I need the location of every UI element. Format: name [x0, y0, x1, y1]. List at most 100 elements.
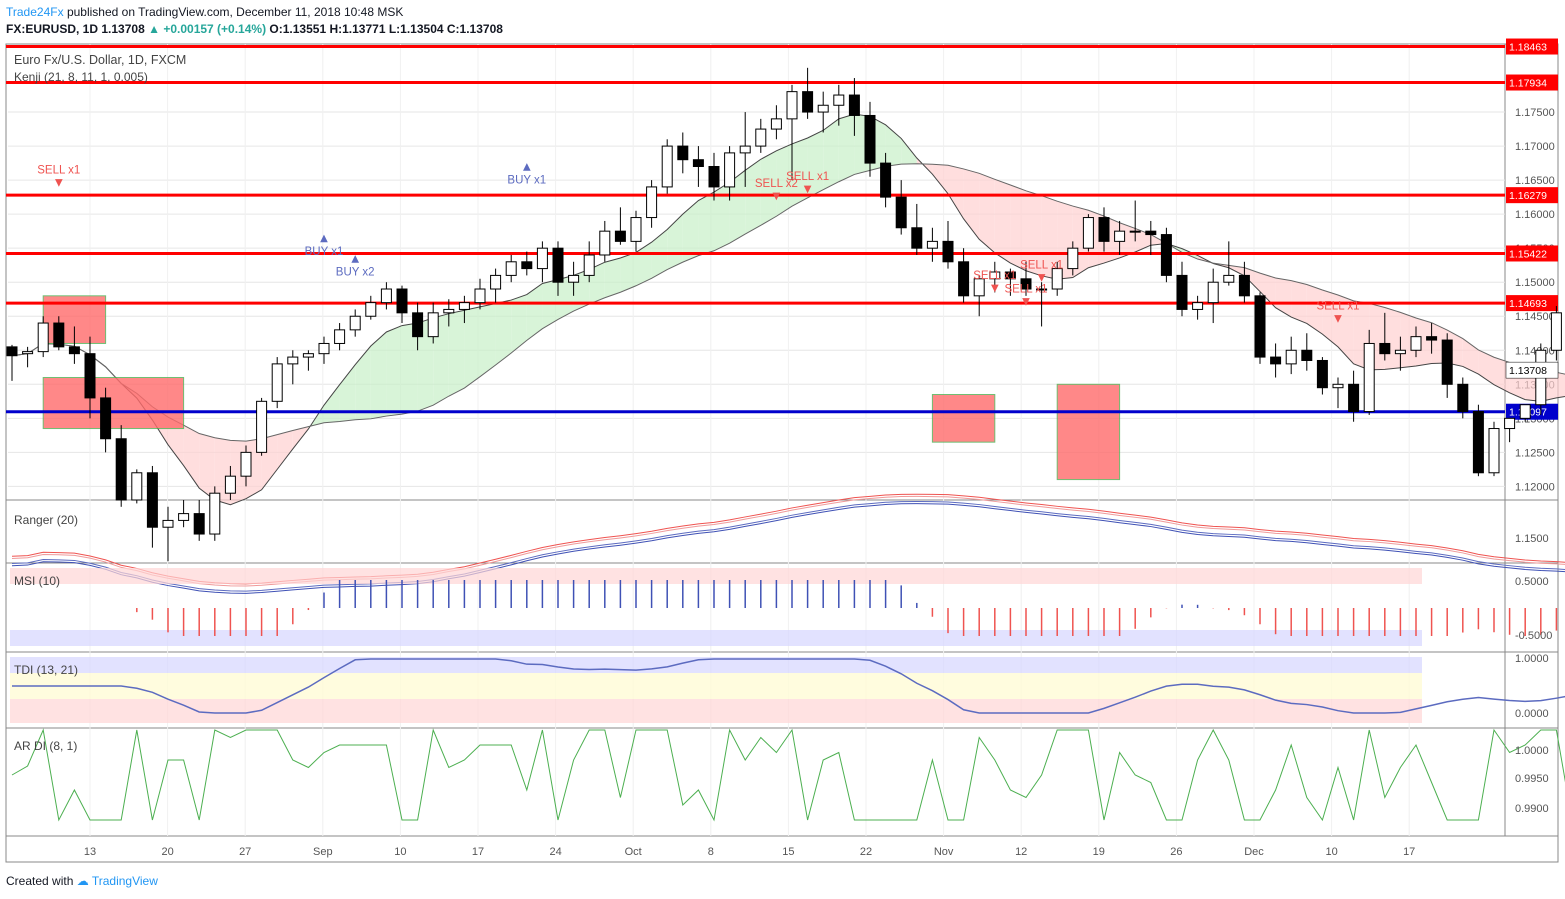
ohlc-values: O:1.13551 H:1.13771 L:1.13504 C:1.13708 [269, 22, 503, 36]
chart-title: Euro Fx/U.S. Dollar, 1D, FXCM [14, 53, 186, 67]
ardi-pane-label: AR DI (8, 1) [14, 739, 77, 753]
sell-arrow-icon: ▼ [991, 283, 999, 294]
candle-body [724, 152, 736, 188]
time-tick-label: Sep [313, 846, 333, 858]
ardi-line [11, 728, 1565, 822]
candle-body [1550, 312, 1562, 351]
kenji-cloud-segment [1416, 318, 1432, 367]
signal-annotation-label: BUY x1 [305, 246, 344, 258]
last-price-label: 1.13708 [1509, 365, 1547, 377]
sell-arrow-icon: ▼ [1038, 273, 1046, 284]
signal-zone-box [1056, 383, 1121, 481]
tdi-line [12, 658, 1565, 714]
time-tick-label: 10 [1325, 846, 1337, 858]
msi-tick-label: 0.5000 [1515, 576, 1549, 588]
ardi-tick-label: 1.0000 [1515, 745, 1549, 757]
candle-body [37, 322, 49, 353]
candle-body [380, 288, 392, 304]
candle-body [505, 261, 517, 276]
candle-body [1051, 268, 1063, 290]
candle-body [895, 196, 907, 229]
candle-body [302, 353, 314, 358]
level-label-box [1506, 187, 1558, 204]
ardi-tick-label: 0.9950 [1515, 773, 1549, 785]
candle-body [630, 217, 642, 242]
time-tick-label: 22 [860, 846, 872, 858]
price-tick-label: 1.17500 [1515, 107, 1555, 119]
candle-body [1394, 349, 1406, 355]
time-tick-label: 20 [161, 846, 173, 858]
msi-lower-band [10, 630, 1422, 646]
price-tick-label: 1.17000 [1515, 141, 1555, 153]
candle-body [271, 363, 283, 402]
level-label-box [1506, 403, 1558, 420]
candle-body [926, 240, 938, 249]
publisher-name[interactable]: Trade24Fx [6, 5, 64, 19]
kenji-cloud-segment [1556, 372, 1565, 398]
candle-body [1254, 295, 1266, 358]
time-tick-label: 13 [84, 846, 96, 858]
candle-body [583, 254, 595, 276]
candle-body [349, 315, 361, 331]
price-tick-label: 1.12500 [1515, 447, 1555, 459]
candle-body [911, 227, 923, 249]
candle-body [646, 186, 658, 219]
candle-body [989, 271, 1001, 280]
level-label-box [1506, 295, 1558, 312]
kenji-cloud-segment [963, 168, 980, 240]
kenji-cloud-segment [1478, 349, 1494, 385]
candle-body [770, 118, 782, 130]
level-label: 1.17934 [1509, 78, 1547, 90]
kenji-cloud-segment [792, 138, 808, 207]
candle-body [287, 356, 299, 365]
last-price-label-box [1505, 361, 1559, 379]
candle-body [84, 353, 96, 399]
candle-body [1363, 342, 1375, 413]
candle-body [100, 397, 112, 440]
candle-body [22, 351, 34, 355]
candle-body [474, 288, 486, 304]
signal-annotation-label: SELL x1 [786, 171, 829, 183]
symbol-label: FX:EURUSD, 1D [6, 22, 99, 36]
kenji-cloud-segment [1275, 277, 1292, 318]
signal-annotation-label: SELL x1 [973, 270, 1016, 282]
candle-body [1160, 234, 1172, 276]
price-change: +0.00157 (+0.14%) [163, 22, 267, 36]
candle-body [1129, 230, 1141, 233]
candle-body [1145, 230, 1157, 236]
signal-annotation-label: SELL x1 [1004, 283, 1047, 295]
signal-annotation-label: SELL x1 [1020, 260, 1063, 272]
candle-body [256, 400, 268, 453]
tdi-mid-band [10, 673, 1422, 699]
kenji-cloud-segment [1228, 265, 1245, 276]
signal-annotation-label: SELL x2 [755, 178, 798, 190]
kenji-cloud-segment [994, 179, 1011, 264]
tradingview-brand[interactable]: TradingView [91, 874, 158, 888]
price-tick-label: 1.14000 [1515, 345, 1555, 357]
kenji-cloud-segment [448, 310, 465, 397]
candle-body [786, 91, 798, 120]
candle-body [1488, 428, 1500, 474]
candle-body [880, 162, 892, 198]
candle-body [677, 145, 689, 161]
kenji-cloud-segment [1494, 357, 1510, 393]
candle-body [209, 492, 221, 535]
price-tick-label: 1.14500 [1515, 311, 1555, 323]
candle-body [1316, 359, 1328, 389]
kenji-cloud-segment [402, 323, 418, 415]
candle-body [6, 346, 18, 357]
kenji-cloud-segment [838, 114, 855, 182]
signal-annotation-label: SELL x1 [1316, 300, 1359, 312]
candle-body [412, 312, 424, 338]
ranger-tick-label: 1.1500 [1515, 533, 1549, 545]
candle-body [1332, 383, 1344, 389]
kenji-cloud-segment [277, 430, 293, 470]
price-tick-label: 1.16000 [1515, 209, 1555, 221]
time-tick-label: 26 [1170, 846, 1182, 858]
candle-body [490, 274, 502, 290]
candle-body [1519, 404, 1531, 419]
time-tick-label: Oct [625, 846, 642, 858]
candle-body [1270, 356, 1282, 365]
candle-body [1472, 411, 1484, 474]
kenji-cloud-segment [526, 283, 543, 341]
